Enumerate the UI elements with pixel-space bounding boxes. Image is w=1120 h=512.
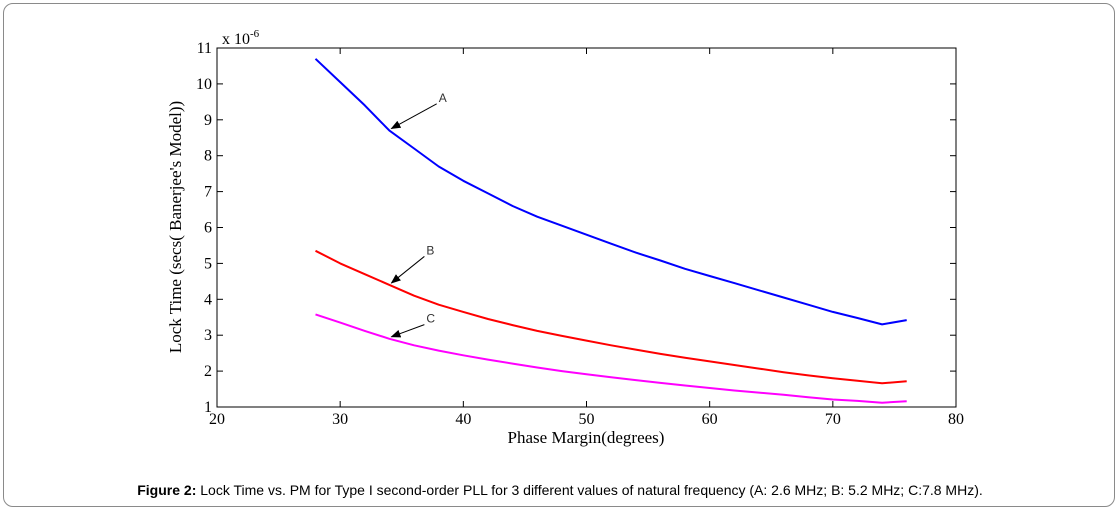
series-line-c xyxy=(315,313,907,404)
annotation-label-a: A xyxy=(439,91,447,105)
y-tick-label: 10 xyxy=(196,76,212,93)
y-tick-label: 9 xyxy=(204,112,212,129)
caption-label: Figure 2: xyxy=(137,482,197,498)
figure-caption: Figure 2: Lock Time vs. PM for Type I se… xyxy=(0,482,1120,498)
annotation-arrow-b xyxy=(390,256,425,284)
y-tick-label: 5 xyxy=(204,255,212,272)
series-line-b xyxy=(315,249,907,385)
y-tick-label: 7 xyxy=(204,184,212,201)
y-tick-label: 2 xyxy=(204,363,212,380)
x-axis-label: Phase Margin(degrees) xyxy=(508,428,665,447)
x-tick-label: 20 xyxy=(209,411,225,428)
y-tick-label: 11 xyxy=(197,40,212,57)
annotation-label-c: C xyxy=(426,312,435,326)
annotation-label-b: B xyxy=(426,243,434,257)
x-tick-label: 80 xyxy=(948,411,964,428)
x-tick-label: 60 xyxy=(702,411,718,428)
annotation-arrow-c xyxy=(390,324,425,338)
plot-area xyxy=(216,47,957,408)
annotation-arrow-a xyxy=(390,103,437,130)
y-tick-label: 1 xyxy=(204,399,212,416)
y-tick-label: 6 xyxy=(204,220,212,237)
x-tick-label: 70 xyxy=(825,411,841,428)
lock-time-chart: 20 30 40 50 60 70 80 1 2 3 4 5 6 7 8 9 10 11 A B C x 10-6 P… xyxy=(166,28,964,447)
y-tick-label: 4 xyxy=(204,291,212,308)
y-axis-label: Lock Time (secs( Banerjee's Model)) xyxy=(166,101,185,353)
series-line-a xyxy=(314,58,907,326)
y-multiplier: x 10-6 xyxy=(222,28,260,48)
x-tick-label: 40 xyxy=(455,411,471,428)
y-tick-label: 8 xyxy=(204,148,212,165)
x-tick-label: 50 xyxy=(579,411,595,428)
caption-text: Lock Time vs. PM for Type I second-order… xyxy=(196,482,983,498)
y-tick-label: 3 xyxy=(204,327,212,344)
x-tick-label: 30 xyxy=(332,411,348,428)
